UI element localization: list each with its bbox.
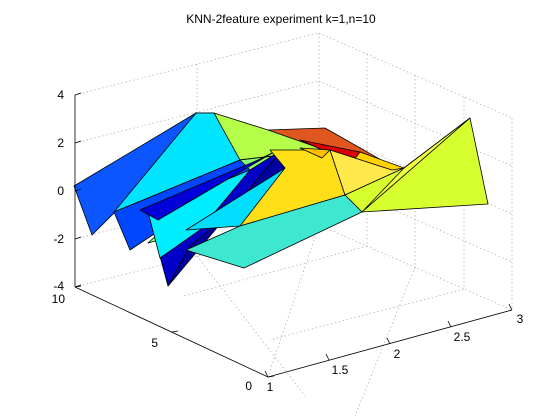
x-tick-label: 1 <box>267 380 274 394</box>
x-tick-label: 1.5 <box>332 363 349 377</box>
z-tick-labels: 4 2 0 -2 -4 <box>53 88 64 293</box>
x-tick-label: 2 <box>394 347 401 361</box>
chart-title: KNN-2feature experiment k=1,n=10 <box>186 12 376 26</box>
y-tick-label: 0 <box>245 379 252 393</box>
z-tick-label: 2 <box>57 136 64 150</box>
z-tick-label: -2 <box>53 232 64 246</box>
x-tick-labels: 1 1.5 2 2.5 3 <box>267 312 524 394</box>
y-tick-labels: 10 5 0 <box>52 292 253 393</box>
z-tick-label: 4 <box>57 88 64 102</box>
z-tick-label: 0 <box>57 184 64 198</box>
y-tick-label: 5 <box>151 336 158 350</box>
surface-face <box>185 194 363 269</box>
x-tick-label: 2.5 <box>454 330 471 344</box>
surface-face <box>299 147 331 159</box>
surface-face <box>361 117 471 213</box>
surface <box>73 112 489 287</box>
y-tick-label: 10 <box>52 292 66 306</box>
x-tick-label: 3 <box>517 312 524 326</box>
axes-lines <box>74 92 513 378</box>
z-tick-label: -4 <box>53 279 64 293</box>
